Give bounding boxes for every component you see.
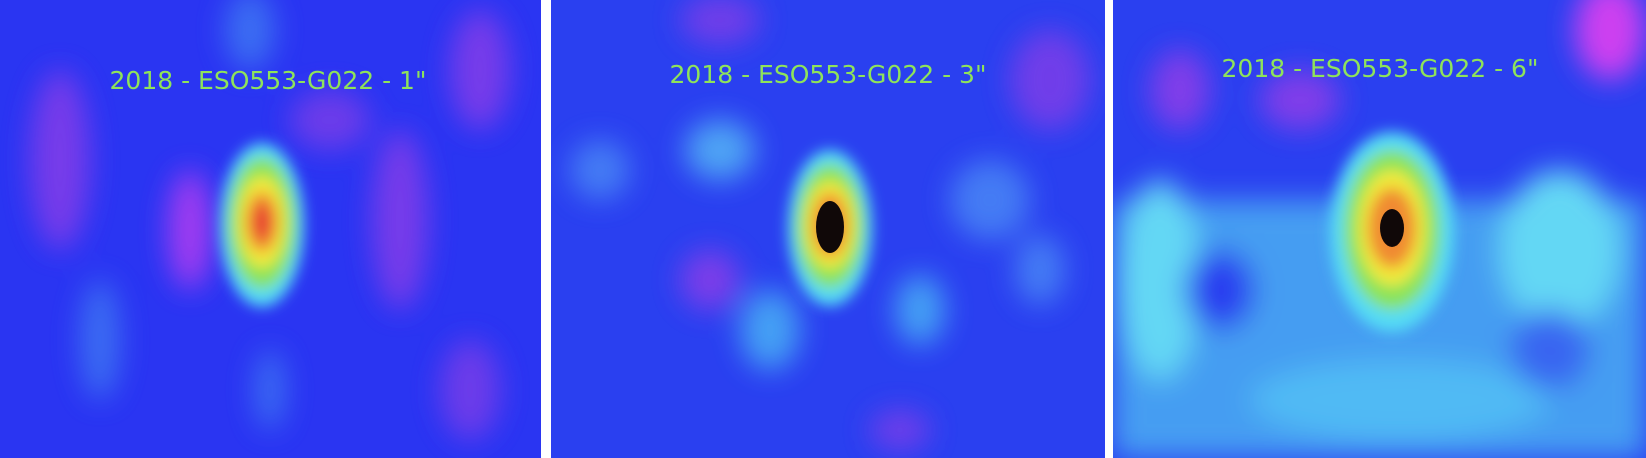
panel-image bbox=[551, 0, 1105, 458]
panel-label: 2018 - ESO553-G022 - 3" bbox=[670, 60, 987, 89]
panel-image bbox=[0, 0, 541, 458]
panel-label: 2018 - ESO553-G022 - 6" bbox=[1222, 54, 1539, 83]
panel-label: 2018 - ESO553-G022 - 1" bbox=[110, 66, 427, 95]
panel-image bbox=[1113, 0, 1646, 458]
